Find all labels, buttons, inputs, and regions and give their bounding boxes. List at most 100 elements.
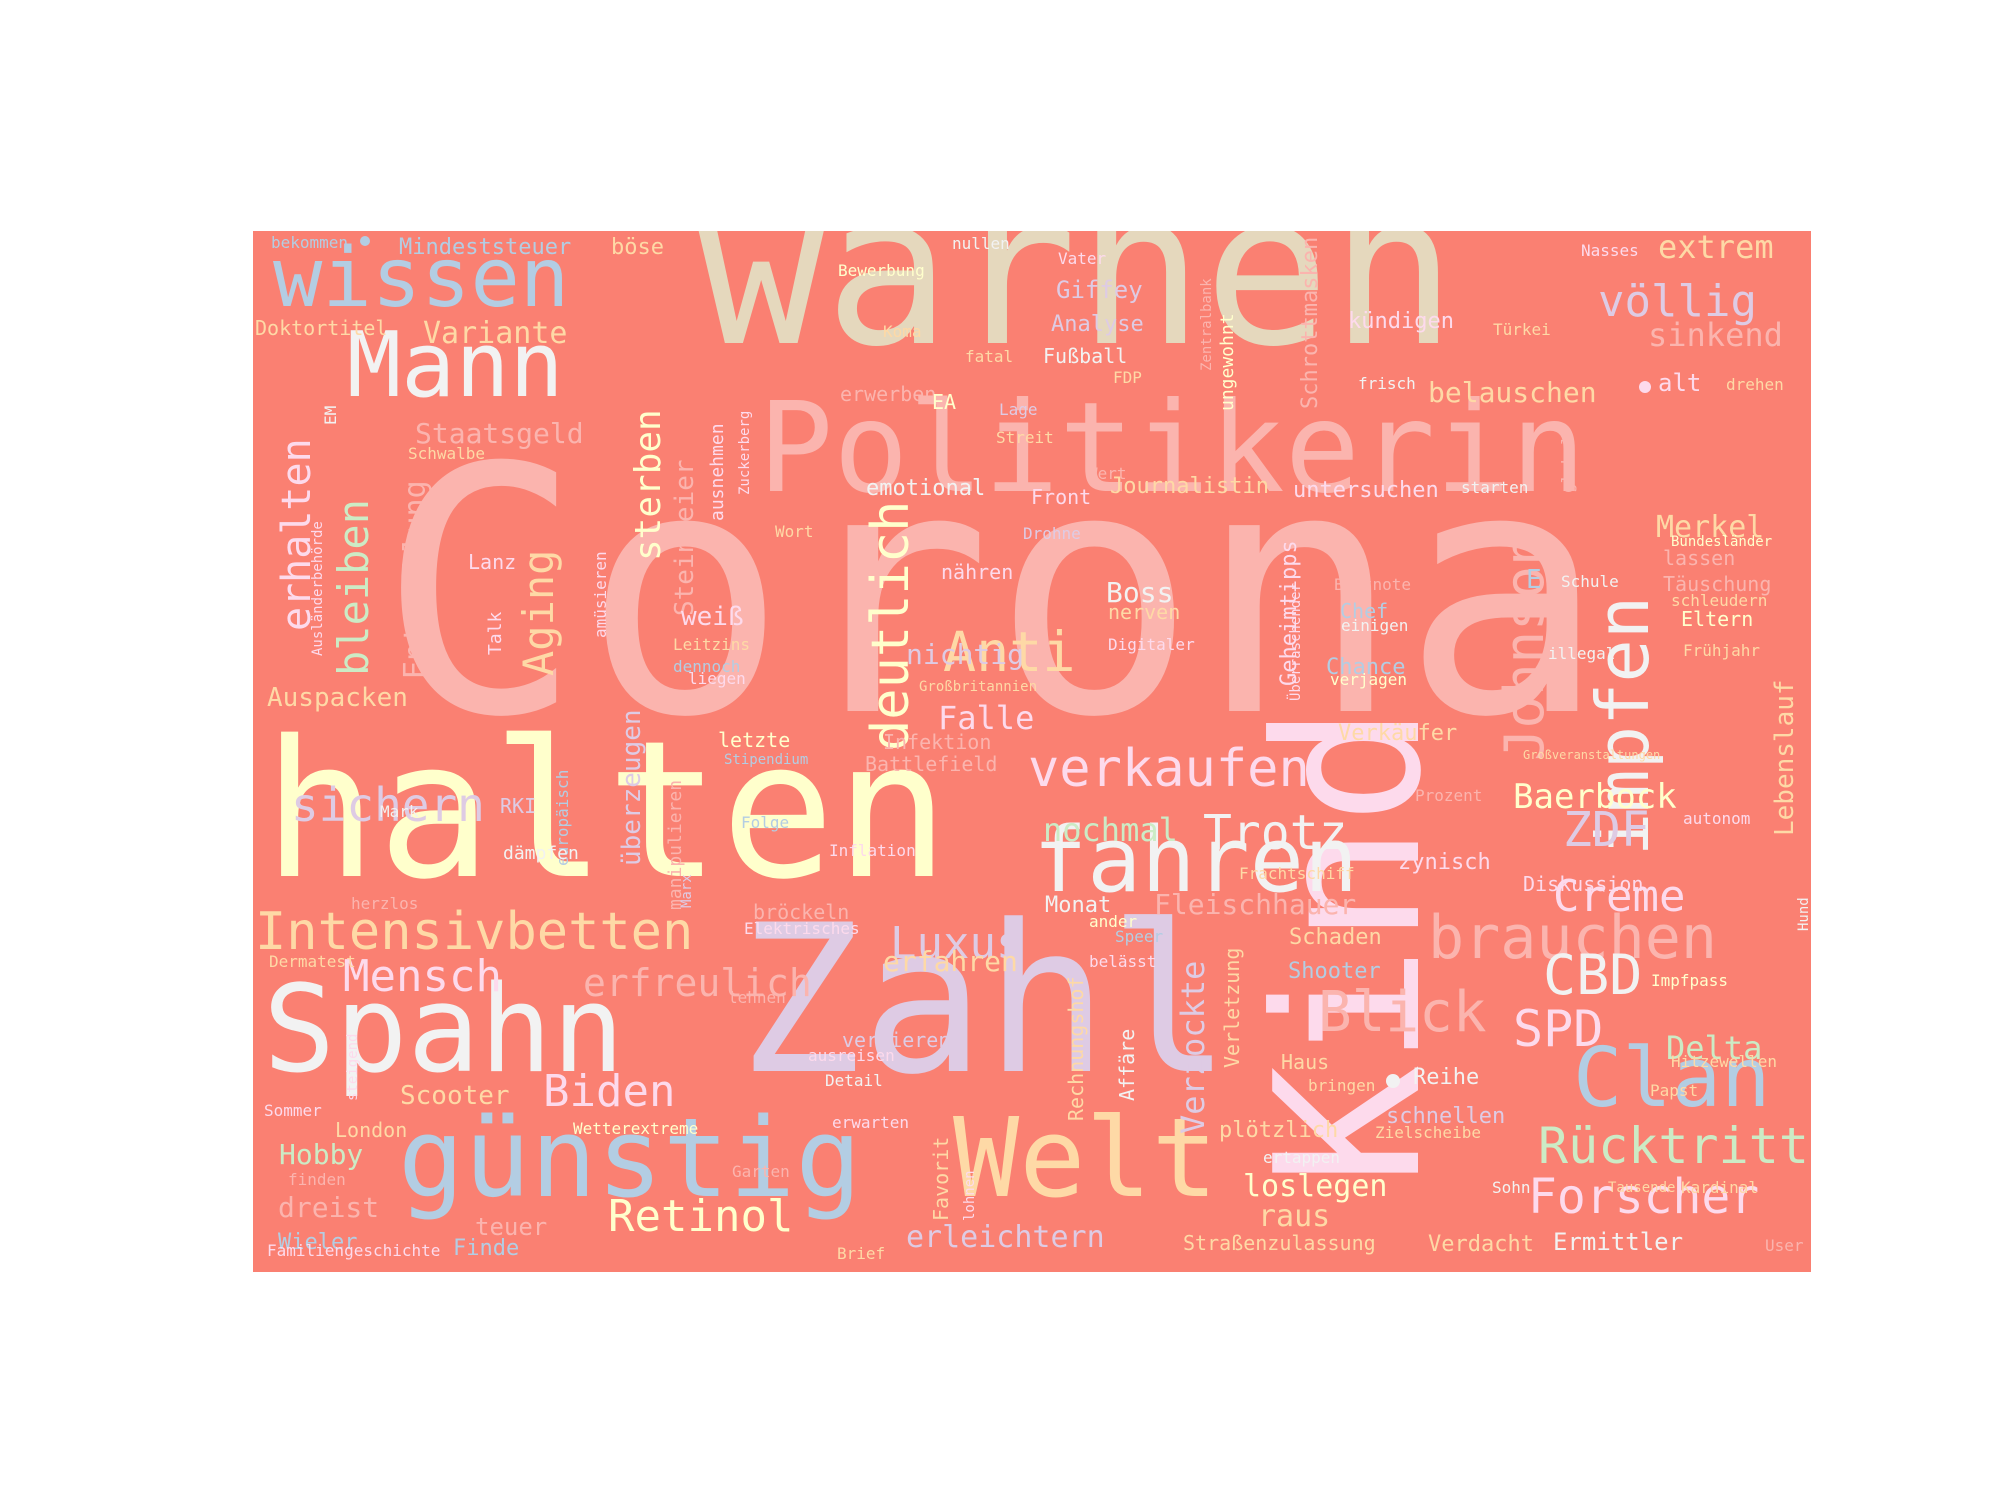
word-fussball: Fußball bbox=[1043, 344, 1127, 368]
word-lanz: Lanz bbox=[468, 550, 516, 574]
word-boss: Boss bbox=[1106, 576, 1173, 609]
word-delta: Delta bbox=[1666, 1029, 1762, 1067]
word-extrem: extrem bbox=[1658, 231, 1774, 266]
word-welt: Welt bbox=[953, 1094, 1218, 1222]
word-cbd: CBD bbox=[1543, 943, 1642, 1007]
word-steigend: steigend bbox=[345, 1034, 361, 1101]
word-zuckerberg: Zuckerberg bbox=[737, 411, 753, 495]
word-tausende: Tausende bbox=[1608, 1180, 1675, 1196]
word-stipendium: Stipendium bbox=[724, 752, 808, 768]
word-nochmal: nochmal bbox=[1043, 811, 1178, 849]
word-mann: Mann bbox=[347, 313, 564, 418]
word-inflation: Inflation bbox=[829, 841, 916, 860]
word-brief: Brief bbox=[837, 1244, 885, 1263]
word-koma: Koma bbox=[883, 322, 922, 341]
word-schnellen: schnellen bbox=[1386, 1104, 1505, 1129]
word-biden: Biden bbox=[543, 1066, 675, 1117]
word-rki: RKI bbox=[500, 794, 536, 818]
word-spahn: Spahn bbox=[263, 961, 624, 1100]
word-finde: Finde bbox=[453, 1236, 519, 1261]
word-bundeslaender: Bundesländer bbox=[1671, 534, 1772, 550]
word-verzockte: Verzockte bbox=[1174, 961, 1212, 1134]
word-weiss: weiß bbox=[681, 602, 744, 632]
word-battlefield: Battlefield bbox=[865, 752, 997, 776]
word-nichtig: nichtig bbox=[906, 638, 1024, 671]
word-ploetzlich: plötzlich bbox=[1219, 1118, 1338, 1143]
word-wissen: wissen bbox=[273, 231, 569, 326]
word-haus: Haus bbox=[1281, 1050, 1329, 1074]
word-anti: Anti bbox=[943, 620, 1075, 684]
word-spd: SPD bbox=[1513, 1000, 1603, 1058]
word-ausreisen: ausreisen bbox=[808, 1046, 895, 1065]
word-hitzewellen: Hitzewellen bbox=[1671, 1052, 1777, 1071]
word-fdp: FDP bbox=[1113, 368, 1142, 387]
word-zielscheibe: Zielscheibe bbox=[1375, 1123, 1481, 1142]
word-lebenslauf: Lebenslauf bbox=[1770, 679, 1800, 836]
word-drohne: Drohne bbox=[1023, 524, 1081, 543]
word-luxus: Luxus bbox=[890, 918, 1022, 969]
word-auspacken: Auspacken bbox=[267, 683, 408, 713]
word-dennoch: dennoch bbox=[673, 657, 740, 676]
word-mensch: Mensch bbox=[343, 951, 502, 1002]
word-sichern: sichern bbox=[291, 778, 485, 832]
word-verdacht: Verdacht bbox=[1428, 1232, 1534, 1257]
word-schule: Schule bbox=[1561, 572, 1619, 591]
word-entwicklung: Entwicklung bbox=[398, 480, 433, 679]
word-drehen: drehen bbox=[1726, 375, 1784, 394]
word-variante: Variante bbox=[423, 316, 568, 351]
word-intensivbetten: Intensivbetten bbox=[255, 902, 693, 962]
word-cloud-background bbox=[253, 231, 1811, 1272]
word-forscher: Forscher bbox=[1528, 1169, 1759, 1225]
word-talk: Talk bbox=[485, 611, 506, 655]
word-johnson: Johnson bbox=[1493, 533, 1556, 761]
word-loslegen: loslegen bbox=[1243, 1169, 1388, 1204]
word-global: global bbox=[1558, 435, 1577, 493]
word-letzte: letzte bbox=[718, 728, 790, 752]
word-brauchen: brauchen bbox=[1428, 903, 1717, 973]
word-mindeststeuer: Mindeststeuer bbox=[399, 235, 571, 260]
word-untersuchen: untersuchen bbox=[1293, 478, 1439, 503]
word-scooter: Scooter bbox=[400, 1081, 510, 1111]
word-daempfen: dämpfen bbox=[503, 843, 579, 864]
word-impfpass: Impfpass bbox=[1651, 971, 1728, 990]
word-strassenzulassung: Straßenzulassung bbox=[1183, 1231, 1376, 1255]
word-liegen: liegen bbox=[688, 669, 746, 688]
word-favorit: Favorit bbox=[929, 1137, 953, 1221]
word-erfahren: erfahren bbox=[883, 945, 1018, 978]
word-lehnen: lehnen bbox=[728, 988, 786, 1007]
word-eltern: Eltern bbox=[1681, 607, 1753, 631]
word-chance: Chance bbox=[1326, 655, 1405, 680]
word-belauschen: belauschen bbox=[1428, 376, 1597, 409]
word-reihe: Reihe bbox=[1413, 1065, 1479, 1090]
word-ertappen: ertappen bbox=[1263, 1148, 1340, 1167]
word-grossbritannien: Großbritannien bbox=[919, 679, 1037, 695]
word-tuerkei: Türkei bbox=[1493, 320, 1551, 339]
word-boese: böse bbox=[611, 235, 664, 260]
word-wieler: Wieler bbox=[278, 1230, 357, 1255]
dot-mark bbox=[1639, 381, 1651, 393]
word-e: E bbox=[1526, 565, 1542, 595]
word-fatal: fatal bbox=[965, 347, 1013, 366]
word-staatsgeld: Staatsgeld bbox=[415, 417, 584, 450]
word-journalistin: Journalistin bbox=[1110, 474, 1269, 499]
word-prozent: Prozent bbox=[1415, 786, 1482, 805]
word-ea: EA bbox=[932, 390, 956, 414]
word-mark: Mark bbox=[380, 802, 419, 821]
word-zdf: ZDF bbox=[1563, 802, 1650, 858]
word-zahl: Zahl bbox=[738, 882, 1232, 1120]
dot-mark bbox=[1386, 1074, 1400, 1088]
word-erhalten: erhalten bbox=[274, 438, 320, 631]
word-sinkend: sinkend bbox=[1648, 316, 1783, 354]
word-monat: Monat bbox=[1045, 893, 1111, 918]
word-marx: Marx bbox=[679, 874, 695, 908]
word-retinol: Retinol bbox=[608, 1191, 793, 1242]
word-falle: Falle bbox=[938, 699, 1034, 737]
word-erwarten: erwarten bbox=[832, 1113, 909, 1132]
word-trotz: Trotz bbox=[1203, 805, 1348, 861]
word-taeuschung: Täuschung bbox=[1663, 572, 1771, 596]
word-verjagen: verjagen bbox=[1330, 670, 1407, 689]
word-erleichtern: erleichtern bbox=[906, 1220, 1105, 1255]
word-bestnote: Bestnote bbox=[1334, 575, 1411, 594]
word-corona: Corona bbox=[378, 396, 1606, 792]
word-aging: Aging bbox=[514, 550, 563, 676]
